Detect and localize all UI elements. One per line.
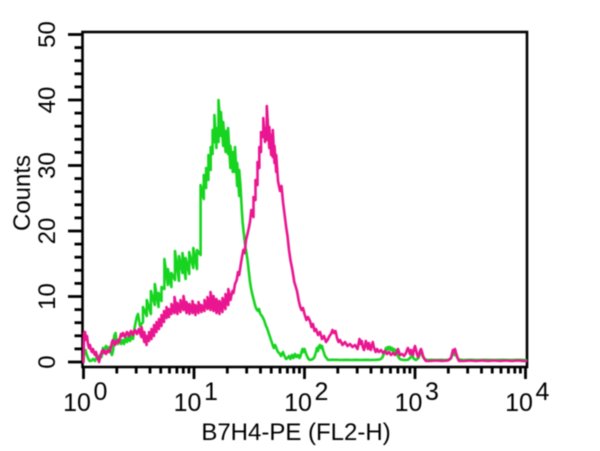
svg-text:10: 10: [395, 389, 423, 417]
svg-text:1: 1: [204, 378, 218, 406]
svg-text:20: 20: [34, 218, 61, 245]
svg-text:B7H4-PE (FL2-H): B7H4-PE (FL2-H): [201, 419, 390, 446]
svg-text:10: 10: [34, 283, 61, 310]
svg-text:4: 4: [536, 378, 550, 406]
svg-text:10: 10: [63, 389, 91, 417]
svg-text:0: 0: [94, 378, 108, 406]
svg-text:40: 40: [34, 87, 61, 114]
svg-text:Counts: Counts: [9, 155, 36, 231]
svg-text:30: 30: [34, 152, 61, 179]
svg-text:50: 50: [34, 21, 61, 48]
svg-text:10: 10: [505, 389, 533, 417]
svg-text:10: 10: [174, 389, 202, 417]
svg-text:3: 3: [425, 378, 439, 406]
svg-text:0: 0: [34, 355, 61, 368]
svg-text:2: 2: [315, 378, 329, 406]
svg-text:10: 10: [284, 389, 312, 417]
